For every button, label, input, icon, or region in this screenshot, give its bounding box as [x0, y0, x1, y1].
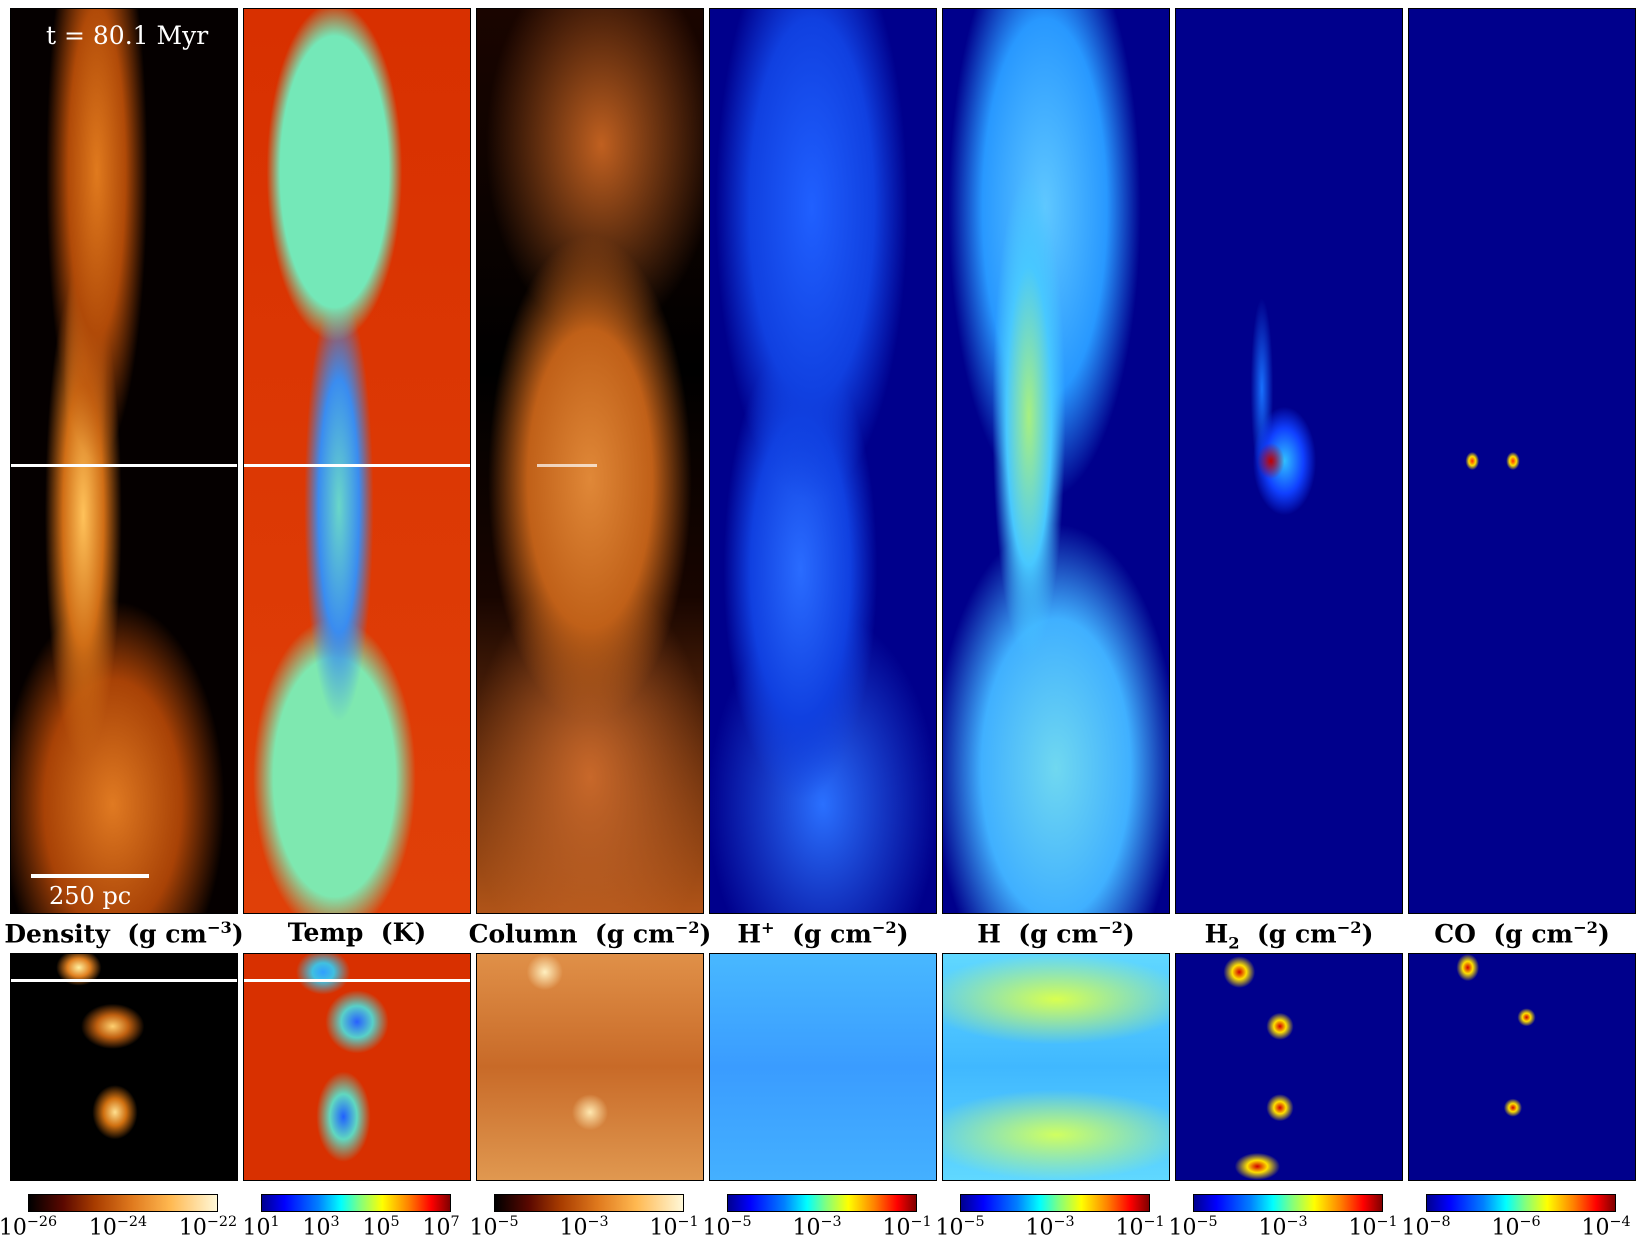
column-density: t = 80.1 Myr 250 pc Density (g cm−3) 10−… — [0, 0, 244, 1248]
panel-label-temp: Temp (K) — [287, 918, 427, 947]
colorbar-h — [960, 1194, 1150, 1212]
column-h: H (g cm−2) 10−5 10−3 10−1 — [935, 0, 1170, 1248]
colorbar-ticks-temp: 101 103 105 107 — [237, 1214, 477, 1246]
panel-label-column: Column (g cm−2) — [468, 918, 712, 949]
column-hplus: H+ (g cm−2) 10−5 10−3 10−1 — [702, 0, 937, 1248]
h-edge-on-projection — [942, 8, 1170, 914]
tick-label: 10−22 — [178, 1214, 238, 1241]
h-face-on-projection — [942, 953, 1170, 1181]
tick-label: 10−6 — [1491, 1214, 1541, 1241]
tick-label: 103 — [302, 1214, 340, 1241]
tick-label: 10−5 — [1168, 1214, 1218, 1241]
h2-edge-on-projection — [1175, 8, 1403, 914]
hplus-face-on-projection — [709, 953, 937, 1181]
column-h2: H2 (g cm−2) 10−5 10−3 10−1 — [1168, 0, 1403, 1248]
tick-label: 10−1 — [1348, 1214, 1398, 1241]
colorbar-density — [28, 1194, 218, 1212]
density-face-on-slice — [10, 953, 238, 1181]
colorbar-ticks-column: 10−5 10−3 10−1 — [469, 1214, 710, 1246]
colorbar-temp — [261, 1194, 451, 1212]
scale-bar-label: 250 pc — [49, 882, 132, 910]
tick-label: 10−1 — [1115, 1214, 1165, 1241]
panel-label-h2: H2 (g cm−2) — [1204, 918, 1374, 953]
tick-label: 10−5 — [702, 1214, 752, 1241]
colorbar-column — [494, 1194, 684, 1212]
tick-label: 10−3 — [792, 1214, 842, 1241]
tick-label: 10−26 — [0, 1214, 58, 1241]
tick-label: 10−3 — [1258, 1214, 1308, 1241]
tick-label: 10−3 — [559, 1214, 609, 1241]
column-co: CO (g cm−2) 10−8 10−6 10−4 — [1401, 0, 1636, 1248]
colorbar-hplus — [727, 1194, 917, 1212]
colorbar-ticks-h: 10−5 10−3 10−1 — [935, 1214, 1176, 1246]
column-face-on-projection — [476, 953, 704, 1181]
panel-label-density: Density (g cm−3) — [4, 918, 244, 949]
slice-marker-line — [11, 979, 237, 982]
tick-label: 10−4 — [1581, 1214, 1631, 1241]
panel-label-co: CO (g cm−2) — [1434, 918, 1610, 949]
scale-bar — [31, 874, 149, 878]
co-face-on-projection — [1408, 953, 1636, 1181]
slice-marker-line — [244, 464, 470, 467]
column-edge-on-projection — [476, 8, 704, 914]
co-edge-on-projection — [1408, 8, 1636, 914]
colorbar-ticks-h2: 10−5 10−3 10−1 — [1168, 1214, 1409, 1246]
tick-label: 105 — [362, 1214, 400, 1241]
temp-face-on-slice — [243, 953, 471, 1181]
tick-label: 10−8 — [1401, 1214, 1451, 1241]
tick-label: 101 — [242, 1214, 280, 1241]
panel-label-hplus: H+ (g cm−2) — [737, 918, 909, 949]
colorbar-ticks-co: 10−8 10−6 10−4 — [1401, 1214, 1641, 1246]
tick-label: 10−1 — [649, 1214, 699, 1241]
tick-label: 10−3 — [1025, 1214, 1075, 1241]
time-label: t = 80.1 Myr — [46, 21, 209, 50]
colorbar-h2 — [1193, 1194, 1383, 1212]
panel-label-h: H (g cm−2) — [977, 918, 1135, 949]
column-temp: Temp (K) 101 103 105 107 — [242, 0, 471, 1248]
column-column-density: Column (g cm−2) 10−5 10−3 10−1 — [469, 0, 711, 1248]
colorbar-ticks-density: 10−26 10−24 10−22 — [0, 1214, 244, 1246]
tick-label: 10−24 — [88, 1214, 148, 1241]
tick-label: 10−5 — [935, 1214, 985, 1241]
h2-face-on-projection — [1175, 953, 1403, 1181]
hplus-edge-on-projection — [709, 8, 937, 914]
temp-midplane-slice — [243, 8, 471, 914]
bright-band — [537, 464, 597, 467]
colorbar-co — [1426, 1194, 1616, 1212]
slice-marker-line — [244, 979, 470, 982]
density-midplane-slice: t = 80.1 Myr 250 pc — [10, 8, 238, 914]
slice-marker-line — [11, 464, 237, 467]
colorbar-ticks-hplus: 10−5 10−3 10−1 — [702, 1214, 943, 1246]
tick-label: 10−1 — [882, 1214, 932, 1241]
tick-label: 10−5 — [469, 1214, 519, 1241]
tick-label: 107 — [422, 1214, 460, 1241]
